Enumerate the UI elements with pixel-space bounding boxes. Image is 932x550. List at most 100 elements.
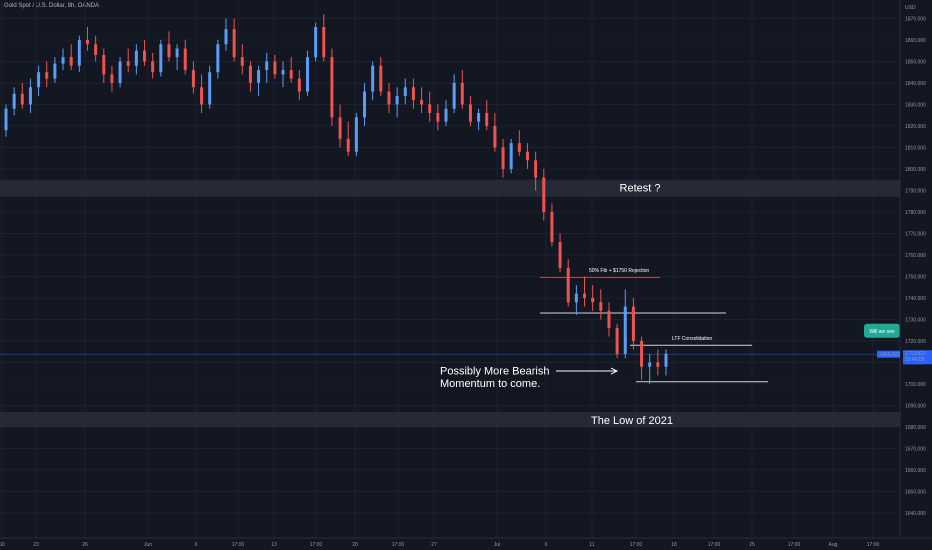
candle: [159, 44, 163, 73]
time-tick-label: 23: [33, 542, 39, 548]
candle: [297, 78, 301, 92]
candle: [45, 72, 49, 79]
time-axis[interactable]: 00 23 26 Jun 6 17:00 13 17:00 20 17:00 27 Jul 6 11 17:…: [0, 537, 932, 548]
candle: [102, 55, 106, 75]
candle: [599, 302, 603, 311]
candle: [574, 293, 578, 303]
candle: [517, 143, 521, 152]
candle: [167, 44, 171, 58]
candle: [509, 143, 513, 169]
candle: [191, 70, 195, 88]
time-tick-label: 20: [352, 542, 358, 548]
candle: [151, 61, 155, 73]
candle: [20, 93, 24, 105]
candle: [248, 65, 252, 83]
time-tick-label: 17:00: [788, 542, 801, 548]
time-tick-label: 13: [271, 542, 277, 548]
price-tick-label: 1780.000: [905, 210, 926, 216]
time-tick-label: 17:00: [392, 542, 405, 548]
candle: [501, 147, 505, 169]
candle: [338, 117, 342, 139]
currency-label: USD: [905, 5, 916, 11]
candle: [354, 117, 358, 152]
price-tick-label: 1730.000: [905, 317, 926, 323]
time-tick-label: 00: [0, 542, 5, 548]
time-tick-label: Aug: [829, 542, 838, 548]
candle: [208, 72, 212, 105]
callout-badge: [864, 323, 900, 338]
candle: [61, 57, 65, 64]
price-tick-label: 1770.000: [905, 231, 926, 237]
candle: [542, 177, 546, 212]
annotation-bearish-line2: Momentum to come.: [440, 378, 540, 390]
candle: [583, 293, 587, 298]
candle: [134, 50, 138, 66]
candle: [53, 63, 57, 79]
candle: [591, 297, 595, 303]
candle: [363, 91, 367, 118]
candle: [485, 113, 489, 126]
level-lines: [0, 277, 900, 383]
time-tick-label: 6: [195, 542, 198, 548]
candle: [289, 70, 293, 79]
candle: [395, 95, 399, 105]
candle: [664, 353, 668, 367]
price-tick-label: 1650.000: [905, 489, 926, 495]
candle: [314, 27, 318, 58]
candle: [615, 328, 619, 354]
price-tag-value: 1713.820: [905, 351, 926, 357]
grid-lines: [0, 0, 900, 538]
candle: [265, 61, 269, 71]
candle: [550, 211, 554, 243]
arrow-head: [610, 367, 619, 375]
time-tick-label: Jun: [144, 542, 152, 548]
price-tick-label: 1850.000: [905, 59, 926, 65]
price-tick-label: 1740.000: [905, 296, 926, 302]
candle: [12, 93, 16, 109]
candle: [346, 138, 350, 152]
zone-band: [0, 179, 900, 197]
candle: [330, 57, 334, 118]
price-tick-label: 1840.000: [905, 81, 926, 87]
candle: [77, 39, 81, 66]
annotation-bearish-line1: Possibly More Bearish: [440, 365, 549, 377]
candle: [281, 70, 285, 75]
price-tick-label: 1820.000: [905, 124, 926, 130]
candle: [175, 48, 179, 58]
candle: [460, 82, 464, 105]
time-tick-label: 26: [82, 542, 88, 548]
time-tick-label: 17:00: [708, 542, 721, 548]
candle: [305, 57, 309, 92]
candle: [452, 82, 456, 109]
candle: [558, 242, 562, 268]
candle: [640, 340, 644, 367]
candle: [493, 125, 497, 148]
candle: [110, 74, 114, 83]
candle: [257, 70, 261, 83]
price-tick-label: 1860.000: [905, 38, 926, 44]
candle: [607, 310, 611, 329]
candle: [118, 61, 122, 83]
zone-band: [0, 411, 900, 427]
price-axis[interactable]: USD 1870.000 1860.000 1850.000 1840.000 1830.…: [877, 0, 932, 538]
candle: [126, 61, 130, 66]
candle: [420, 100, 424, 105]
candle: [28, 87, 32, 105]
candle: [69, 57, 73, 66]
time-tick-label: 17:00: [232, 542, 245, 548]
time-tick-label: 27: [431, 542, 437, 548]
candle: [444, 108, 448, 122]
time-tick-label: 6: [545, 542, 548, 548]
candle: [143, 50, 147, 62]
time-tick-label: 25: [749, 542, 755, 548]
candle: [232, 29, 236, 58]
zones: [0, 179, 900, 427]
candle: [4, 108, 8, 131]
candle: [94, 44, 98, 55]
candle: [379, 65, 383, 92]
time-tick-label: Jul: [494, 542, 500, 548]
time-tick-label: 17:00: [867, 542, 880, 548]
symbol-tag-label: XAUUSD: [879, 352, 900, 358]
candle: [623, 306, 627, 354]
